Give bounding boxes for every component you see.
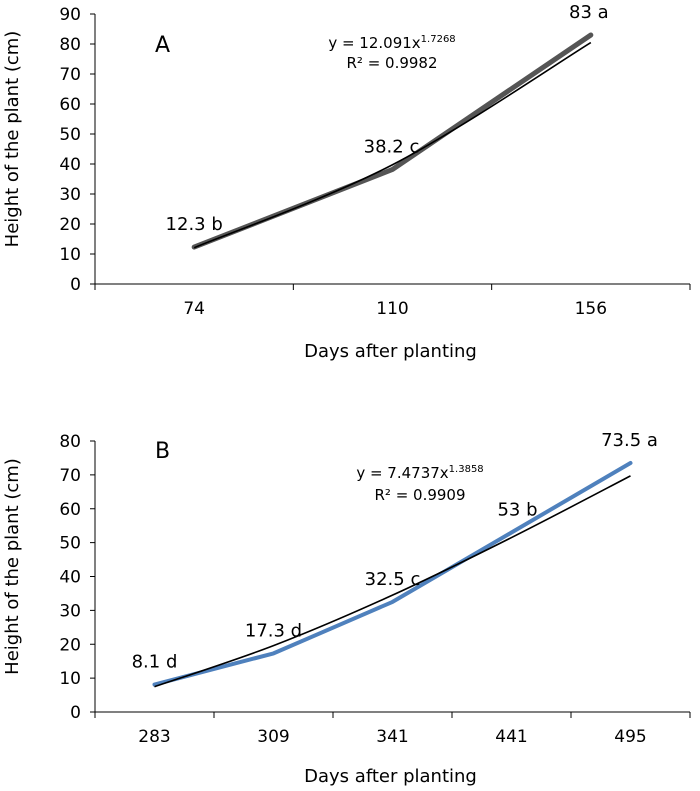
chart-b: 0 10 20 30 40 50 60 70 80 283 309 341 441 495 Days aft… bbox=[2, 430, 691, 787]
x-tick-label: 441 bbox=[495, 727, 527, 747]
y-axis-title: Height of the plant (cm) bbox=[2, 31, 23, 248]
data-label: 12.3 b bbox=[166, 214, 223, 235]
r-squared: R² = 0.9909 bbox=[374, 486, 465, 504]
chart-a: 0 10 20 30 40 50 60 70 80 90 74 110 156 Days after pl… bbox=[2, 2, 691, 362]
y-tick-label: 70 bbox=[59, 65, 81, 85]
y-tick-label: 10 bbox=[59, 245, 81, 265]
trend-equation-exponent: 1.7268 bbox=[421, 34, 456, 45]
y-tick-label: 20 bbox=[59, 635, 81, 655]
y-tick-label: 0 bbox=[70, 703, 81, 723]
y-axis-title: Height of the plant (cm) bbox=[2, 458, 23, 675]
y-tick-label: 60 bbox=[59, 500, 81, 520]
series-line-trend bbox=[154, 475, 631, 688]
series-line-height bbox=[152, 461, 633, 687]
trend-equation-exponent: 1.3858 bbox=[449, 464, 484, 475]
x-tick-label: 110 bbox=[376, 299, 408, 319]
x-tick-label: 156 bbox=[575, 299, 607, 319]
trend-equation-base: y = 12.091x bbox=[328, 34, 420, 52]
x-tick-label: 341 bbox=[376, 727, 408, 747]
x-tick-label: 309 bbox=[257, 727, 289, 747]
panel-label: A bbox=[155, 33, 170, 58]
series-line-trend bbox=[193, 41, 592, 249]
x-axis-title: Days after planting bbox=[304, 341, 477, 362]
y-tick-label: 90 bbox=[59, 5, 81, 25]
data-label: 32.5 c bbox=[365, 569, 421, 590]
y-tick-label: 50 bbox=[59, 534, 81, 554]
data-label: 83 a bbox=[569, 2, 609, 23]
y-tick-label: 80 bbox=[59, 432, 81, 452]
data-label: 73.5 a bbox=[601, 430, 658, 451]
x-tick-label: 283 bbox=[138, 727, 170, 747]
y-tick-label: 0 bbox=[70, 275, 81, 295]
data-label: 8.1 d bbox=[132, 652, 178, 673]
y-tick-label: 10 bbox=[59, 669, 81, 689]
data-label: 53 b bbox=[497, 499, 537, 520]
y-tick-label: 40 bbox=[59, 155, 81, 175]
y-tick-label: 70 bbox=[59, 466, 81, 486]
y-tick-label: 30 bbox=[59, 185, 81, 205]
x-tick-label: 74 bbox=[183, 299, 205, 319]
y-tick-label: 40 bbox=[59, 568, 81, 588]
panel-label: B bbox=[155, 439, 170, 464]
y-tick-label: 80 bbox=[59, 35, 81, 55]
trend-equation: y = 12.091x1.7268 bbox=[328, 34, 455, 52]
x-axis-title: Days after planting bbox=[304, 766, 477, 787]
trend-equation-base: y = 7.4737x bbox=[356, 464, 448, 482]
x-tick-label: 495 bbox=[614, 727, 646, 747]
y-tick-label: 20 bbox=[59, 215, 81, 235]
data-label: 38.2 c bbox=[364, 136, 420, 157]
y-tick-label: 50 bbox=[59, 125, 81, 145]
y-tick-label: 30 bbox=[59, 601, 81, 621]
y-tick-label: 60 bbox=[59, 95, 81, 115]
trend-equation: y = 7.4737x1.3858 bbox=[356, 464, 483, 482]
data-label: 17.3 d bbox=[245, 620, 302, 641]
r-squared: R² = 0.9982 bbox=[346, 54, 437, 72]
